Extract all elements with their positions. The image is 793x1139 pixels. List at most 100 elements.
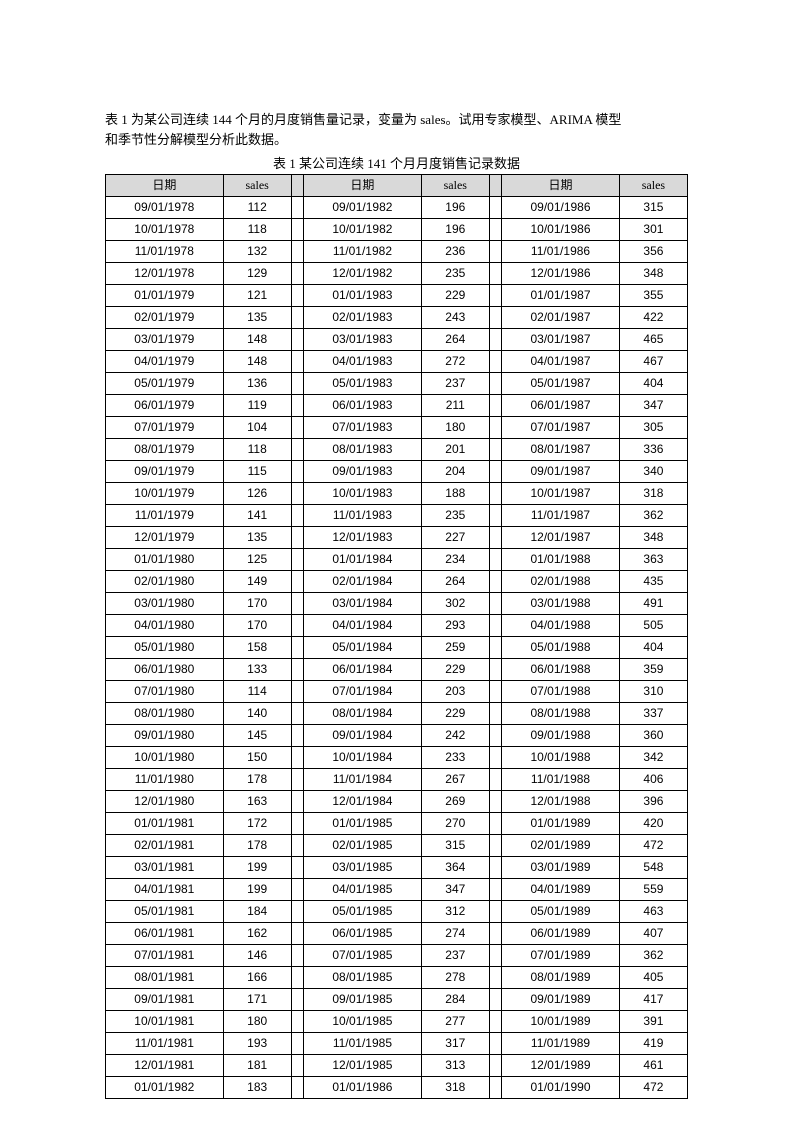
date-cell: 10/01/1978 <box>106 219 224 241</box>
date-cell: 01/01/1986 <box>304 1077 422 1099</box>
table-row: 12/01/197812912/01/198223512/01/1986348 <box>106 263 688 285</box>
table-row: 11/01/198017811/01/198426711/01/1988406 <box>106 769 688 791</box>
sales-cell: 201 <box>421 439 489 461</box>
gap-cell <box>489 989 501 1011</box>
sales-cell: 337 <box>619 703 687 725</box>
date-cell: 09/01/1987 <box>502 461 620 483</box>
date-cell: 09/01/1986 <box>502 197 620 219</box>
date-cell: 01/01/1979 <box>106 285 224 307</box>
date-cell: 10/01/1988 <box>502 747 620 769</box>
gap-cell <box>291 989 303 1011</box>
sales-cell: 180 <box>223 1011 291 1033</box>
table-row: 01/01/197912101/01/198322901/01/1987355 <box>106 285 688 307</box>
date-cell: 02/01/1979 <box>106 307 224 329</box>
sales-cell: 362 <box>619 505 687 527</box>
gap-cell <box>291 813 303 835</box>
sales-cell: 149 <box>223 571 291 593</box>
sales-cell: 336 <box>619 439 687 461</box>
table-header-row: 日期 sales 日期 sales 日期 sales <box>106 175 688 197</box>
date-cell: 06/01/1989 <box>502 923 620 945</box>
sales-cell: 404 <box>619 637 687 659</box>
sales-cell: 243 <box>421 307 489 329</box>
gap-cell <box>291 725 303 747</box>
sales-cell: 505 <box>619 615 687 637</box>
gap-cell <box>291 923 303 945</box>
sales-cell: 188 <box>421 483 489 505</box>
gap-cell <box>291 791 303 813</box>
header-date-1: 日期 <box>106 175 224 197</box>
sales-cell: 264 <box>421 571 489 593</box>
date-cell: 09/01/1980 <box>106 725 224 747</box>
gap-cell <box>489 835 501 857</box>
sales-cell: 347 <box>421 879 489 901</box>
gap-cell <box>489 219 501 241</box>
sales-cell: 406 <box>619 769 687 791</box>
date-cell: 08/01/1987 <box>502 439 620 461</box>
date-cell: 12/01/1978 <box>106 263 224 285</box>
date-cell: 08/01/1989 <box>502 967 620 989</box>
gap-cell <box>489 879 501 901</box>
table-row: 11/01/198119311/01/198531711/01/1989419 <box>106 1033 688 1055</box>
gap-cell <box>291 439 303 461</box>
date-cell: 02/01/1985 <box>304 835 422 857</box>
sales-cell: 199 <box>223 857 291 879</box>
sales-cell: 140 <box>223 703 291 725</box>
gap-cell <box>291 967 303 989</box>
gap-cell <box>489 813 501 835</box>
sales-cell: 183 <box>223 1077 291 1099</box>
date-cell: 08/01/1988 <box>502 703 620 725</box>
date-cell: 10/01/1986 <box>502 219 620 241</box>
date-cell: 10/01/1980 <box>106 747 224 769</box>
table-row: 04/01/197914804/01/198327204/01/1987467 <box>106 351 688 373</box>
sales-cell: 463 <box>619 901 687 923</box>
date-cell: 11/01/1987 <box>502 505 620 527</box>
date-cell: 05/01/1989 <box>502 901 620 923</box>
gap-cell <box>489 681 501 703</box>
sales-cell: 180 <box>421 417 489 439</box>
table-row: 03/01/198119903/01/198536403/01/1989548 <box>106 857 688 879</box>
sales-cell: 267 <box>421 769 489 791</box>
sales-cell: 136 <box>223 373 291 395</box>
sales-cell: 348 <box>619 527 687 549</box>
date-cell: 02/01/1980 <box>106 571 224 593</box>
sales-cell: 121 <box>223 285 291 307</box>
sales-cell: 305 <box>619 417 687 439</box>
intro-line-1: 表 1 为某公司连续 144 个月的月度销售量记录，变量为 sales。试用专家… <box>105 112 621 127</box>
date-cell: 04/01/1981 <box>106 879 224 901</box>
sales-cell: 178 <box>223 835 291 857</box>
table-row: 03/01/197914803/01/198326403/01/1987465 <box>106 329 688 351</box>
date-cell: 02/01/1989 <box>502 835 620 857</box>
sales-cell: 237 <box>421 373 489 395</box>
table-row: 08/01/197911808/01/198320108/01/1987336 <box>106 439 688 461</box>
date-cell: 06/01/1987 <box>502 395 620 417</box>
table-row: 09/01/198014509/01/198424209/01/1988360 <box>106 725 688 747</box>
date-cell: 03/01/1988 <box>502 593 620 615</box>
date-cell: 10/01/1981 <box>106 1011 224 1033</box>
intro-text: 表 1 为某公司连续 144 个月的月度销售量记录，变量为 sales。试用专家… <box>105 110 688 149</box>
sales-cell: 419 <box>619 1033 687 1055</box>
table-row: 09/01/198117109/01/198528409/01/1989417 <box>106 989 688 1011</box>
sales-cell: 133 <box>223 659 291 681</box>
header-gap-2 <box>489 175 501 197</box>
gap-cell <box>489 923 501 945</box>
sales-cell: 467 <box>619 351 687 373</box>
date-cell: 12/01/1980 <box>106 791 224 813</box>
gap-cell <box>489 593 501 615</box>
date-cell: 12/01/1988 <box>502 791 620 813</box>
date-cell: 01/01/1990 <box>502 1077 620 1099</box>
date-cell: 05/01/1987 <box>502 373 620 395</box>
date-cell: 12/01/1985 <box>304 1055 422 1077</box>
gap-cell <box>489 439 501 461</box>
sales-cell: 277 <box>421 1011 489 1033</box>
sales-cell: 342 <box>619 747 687 769</box>
sales-table: 日期 sales 日期 sales 日期 sales 09/01/1978112… <box>105 174 688 1099</box>
gap-cell <box>291 505 303 527</box>
gap-cell <box>291 857 303 879</box>
date-cell: 01/01/1980 <box>106 549 224 571</box>
gap-cell <box>291 373 303 395</box>
sales-cell: 227 <box>421 527 489 549</box>
sales-cell: 313 <box>421 1055 489 1077</box>
date-cell: 05/01/1983 <box>304 373 422 395</box>
gap-cell <box>489 967 501 989</box>
gap-cell <box>489 857 501 879</box>
